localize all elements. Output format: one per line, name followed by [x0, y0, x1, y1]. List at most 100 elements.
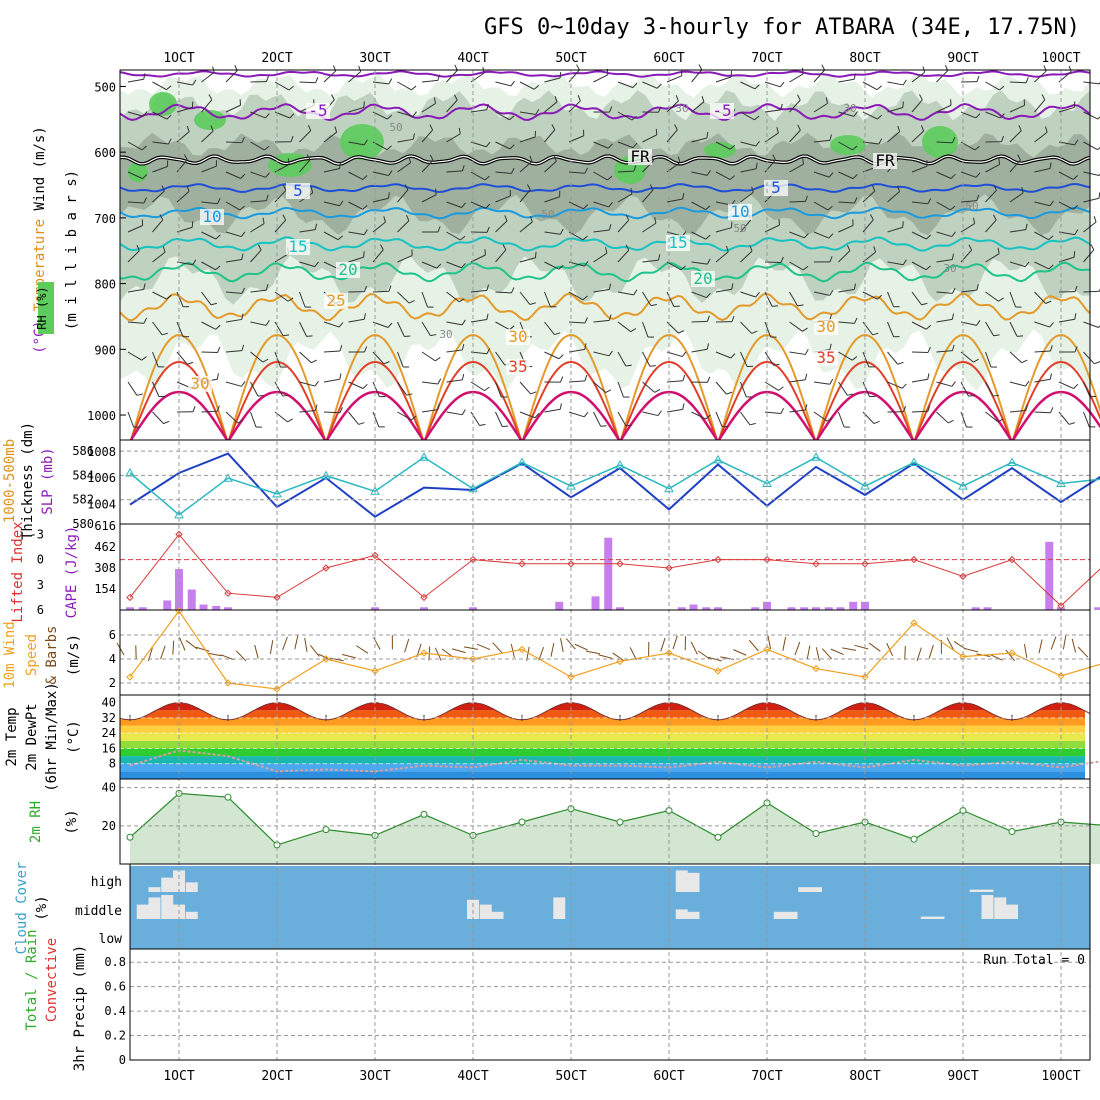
wind-barb-flag [364, 285, 368, 292]
isotherm-30-dome [522, 333, 620, 441]
wind-barb-flag [212, 66, 215, 73]
wind10m-speed-marker [224, 679, 232, 687]
wind-barb [985, 163, 1000, 173]
wind-barb [1058, 171, 1074, 180]
wind-barb [838, 321, 855, 324]
wind10m-ylabel2: Speed [24, 634, 40, 676]
wind-barb [250, 111, 266, 119]
wind-barb-flag [755, 162, 758, 169]
wind-barb-flag [950, 173, 956, 179]
wind-barb-flag [339, 200, 344, 207]
wind-barb-flag [363, 139, 368, 146]
wind-barb [201, 291, 212, 306]
isotherm-35-dome [1012, 360, 1100, 441]
isotherm-35-dome [424, 360, 522, 441]
wind-barb [348, 171, 363, 180]
wind-barb [127, 351, 143, 361]
thickness-slp-panel [125, 452, 1100, 519]
wind-barb [1009, 229, 1026, 233]
upper-air-panel: -5 -5 5 5 10 10 15 15 20 20 25 30 30 35 35 30 FR FR 30 30 50… [119, 64, 1100, 441]
wind-barb [764, 261, 782, 264]
wind-barb-flag [553, 155, 557, 162]
wind-barb [176, 351, 188, 365]
isotherm-label-bg [691, 271, 715, 287]
wind-barb [985, 411, 999, 423]
wind-barb [813, 411, 828, 422]
date-label-top: 6OCT [653, 51, 684, 66]
wind-barb-flag [461, 409, 466, 415]
thickness-tick: 586 [72, 444, 94, 458]
wind-barb-flag [314, 404, 318, 411]
isotherm-label: FR [875, 151, 895, 170]
wind-barb-flag [608, 350, 613, 357]
wind-barb-flag [872, 332, 879, 336]
wind-barb-flag [306, 154, 311, 161]
wind-barb [813, 291, 830, 296]
wind-barb-flag [682, 403, 685, 410]
wind-barb-flag [993, 394, 1000, 397]
rh-green-patch [704, 142, 736, 158]
wind-barb-flag [1098, 325, 1100, 328]
wind-barb-flag [1048, 235, 1054, 241]
slp-line [129, 456, 1100, 516]
wind-barb-flag [387, 114, 393, 120]
wind-barb-flag [161, 332, 169, 336]
wind-barb [985, 111, 1001, 119]
wind-barb [299, 291, 306, 308]
wind10m-barb [1071, 638, 1077, 653]
wind-barb-flag [976, 284, 979, 291]
wind-barb [960, 411, 967, 428]
wind-barb-flag [167, 138, 172, 145]
wind-barb [764, 381, 779, 391]
wind-barb-flag [975, 172, 981, 178]
wind-barb-flag [388, 285, 392, 292]
wind-barb [1009, 81, 1027, 84]
wind-barb-flag [705, 414, 711, 420]
wind-barb [152, 190, 165, 203]
thickness-ylabel2: Thickness (dm) [20, 422, 36, 540]
wind-barb-flag [1021, 186, 1024, 194]
cloud-background [130, 866, 1090, 949]
wind10m-tick: 4 [109, 652, 116, 666]
wind-barb-flag [1025, 380, 1030, 387]
wind-barb-flag [388, 78, 393, 85]
date-label-top: 1OCT [163, 51, 194, 66]
wind-barb-flag [968, 244, 973, 251]
wind-barb [887, 191, 900, 203]
wind10m-ylabel1: 10m Wind [2, 621, 18, 688]
wind-barb [960, 200, 977, 203]
wind-barb [323, 131, 337, 143]
wind-barb-flag [772, 154, 776, 161]
wind-barb [593, 411, 602, 427]
wind10m-barb [1077, 646, 1089, 658]
wind-barb [1034, 411, 1051, 414]
wind-barb [421, 160, 434, 173]
lifted-index-marker [714, 555, 722, 564]
cloud-middle-bar [161, 895, 174, 919]
wind-barb [593, 289, 610, 293]
wind-barb-flag [975, 113, 981, 119]
wind-barb [544, 231, 561, 235]
rh2m-panel [126, 789, 1100, 864]
date-label-bottom: 8OCT [849, 1069, 880, 1084]
wind-barb-flag [486, 284, 489, 291]
wind-barb-flag [287, 418, 293, 423]
wind-barb [911, 378, 928, 383]
wind-barb [544, 408, 561, 413]
wind-barb [936, 291, 953, 294]
wind-barb-flag [804, 348, 809, 355]
wind-barb [1009, 104, 1025, 113]
wind-barb [446, 261, 462, 269]
wind-barb-flag [241, 136, 245, 143]
wind-barb [715, 76, 732, 83]
wind-barb [813, 69, 825, 83]
wind-barb [421, 194, 437, 203]
wind-barb-flag [997, 418, 1004, 423]
wind-barb [421, 381, 438, 385]
wind-barb [1034, 99, 1046, 113]
wind-barb [495, 195, 511, 203]
wind-barb [225, 70, 238, 83]
wind-barb-flag [1018, 124, 1022, 131]
wind-barb-flag [902, 101, 904, 108]
wind-barb [519, 291, 531, 305]
